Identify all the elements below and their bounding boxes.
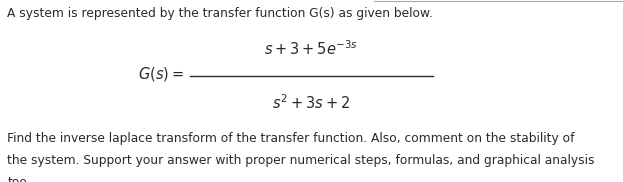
Text: A system is represented by the transfer function G(s) as given below.: A system is represented by the transfer … xyxy=(7,7,433,20)
Text: the system. Support your answer with proper numerical steps, formulas, and graph: the system. Support your answer with pro… xyxy=(7,154,595,167)
Text: too.: too. xyxy=(7,176,31,182)
Text: Find the inverse laplace transform of the transfer function. Also, comment on th: Find the inverse laplace transform of th… xyxy=(7,132,575,145)
Text: $G(s) =$: $G(s) =$ xyxy=(138,65,184,83)
Text: $s^2 + 3s + 2$: $s^2 + 3s + 2$ xyxy=(272,94,351,112)
Text: $s + 3 + 5e^{-3s}$: $s + 3 + 5e^{-3s}$ xyxy=(264,39,359,58)
